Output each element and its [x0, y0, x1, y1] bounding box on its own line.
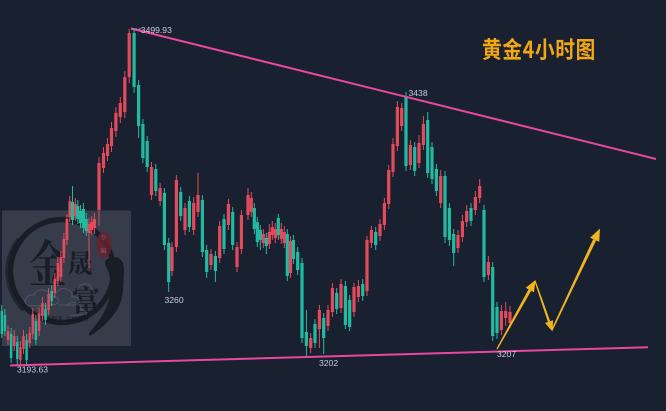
svg-text:3260: 3260: [165, 295, 184, 305]
svg-text:3207: 3207: [497, 349, 516, 359]
svg-text:3202: 3202: [319, 358, 338, 368]
svg-text:3499.93: 3499.93: [141, 25, 172, 35]
svg-text:3438: 3438: [409, 88, 428, 98]
svg-text:3193.63: 3193.63: [17, 364, 48, 374]
